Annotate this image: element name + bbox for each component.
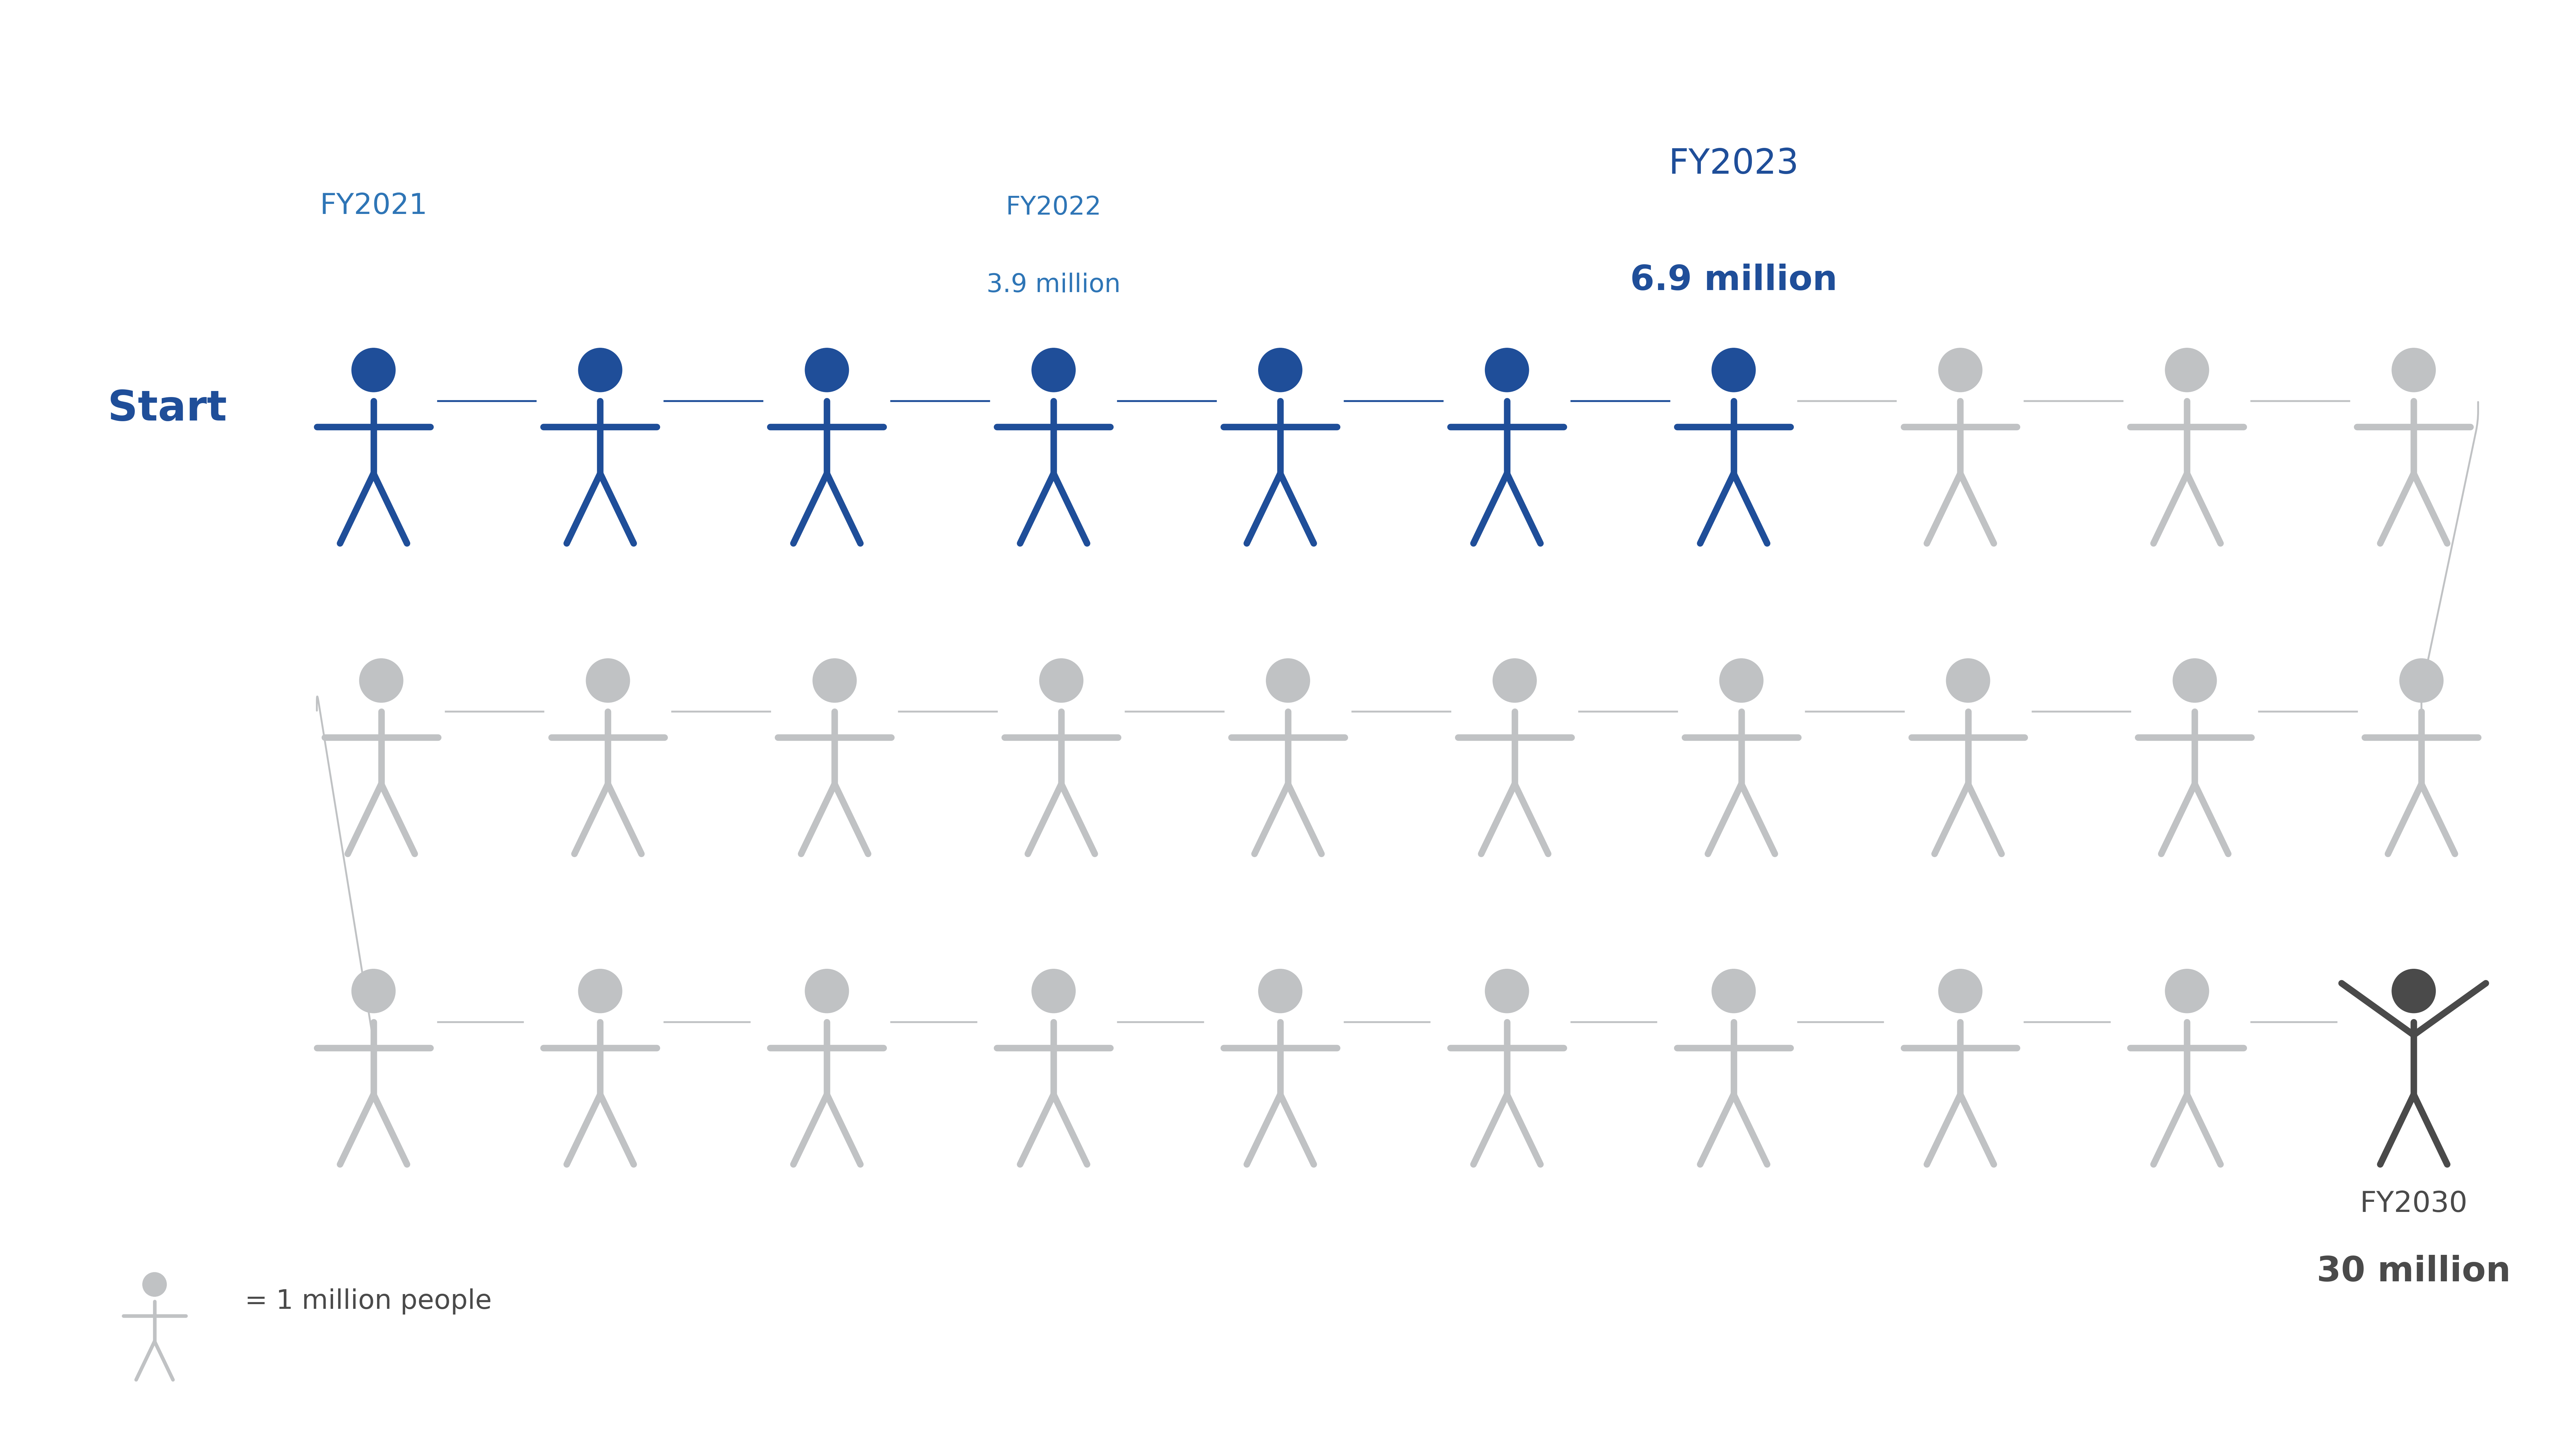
- Circle shape: [1940, 348, 1984, 393]
- Circle shape: [1484, 969, 1530, 1013]
- Text: 3.9 million: 3.9 million: [987, 272, 1121, 297]
- Text: FY2021: FY2021: [319, 193, 428, 220]
- Circle shape: [585, 658, 629, 703]
- Circle shape: [1257, 348, 1303, 393]
- Circle shape: [350, 348, 394, 393]
- Circle shape: [1940, 969, 1984, 1013]
- Circle shape: [804, 969, 850, 1013]
- Text: FY2023: FY2023: [1669, 148, 1798, 181]
- Circle shape: [358, 658, 402, 703]
- Circle shape: [1713, 969, 1757, 1013]
- Circle shape: [577, 969, 623, 1013]
- Circle shape: [2174, 658, 2215, 703]
- Circle shape: [1713, 348, 1757, 393]
- Circle shape: [1030, 969, 1077, 1013]
- Circle shape: [2391, 348, 2434, 393]
- Circle shape: [811, 658, 855, 703]
- Circle shape: [1492, 658, 1535, 703]
- Circle shape: [804, 348, 850, 393]
- Circle shape: [577, 348, 623, 393]
- Circle shape: [1721, 658, 1762, 703]
- Circle shape: [1267, 658, 1311, 703]
- Circle shape: [1257, 969, 1303, 1013]
- Text: FY2030: FY2030: [2360, 1190, 2468, 1219]
- Text: = 1 million people: = 1 million people: [245, 1288, 492, 1314]
- Circle shape: [2166, 348, 2210, 393]
- Text: FY2022: FY2022: [1005, 196, 1103, 220]
- Circle shape: [1484, 348, 1530, 393]
- Text: 6.9 million: 6.9 million: [1631, 264, 1837, 297]
- Circle shape: [350, 969, 394, 1013]
- Text: 30 million: 30 million: [2316, 1255, 2512, 1288]
- Circle shape: [2401, 658, 2442, 703]
- Circle shape: [142, 1272, 167, 1297]
- Circle shape: [2391, 969, 2434, 1013]
- Circle shape: [1038, 658, 1082, 703]
- Text: Start: Start: [108, 388, 227, 429]
- Circle shape: [1947, 658, 1989, 703]
- Circle shape: [2166, 969, 2210, 1013]
- Circle shape: [1030, 348, 1077, 393]
